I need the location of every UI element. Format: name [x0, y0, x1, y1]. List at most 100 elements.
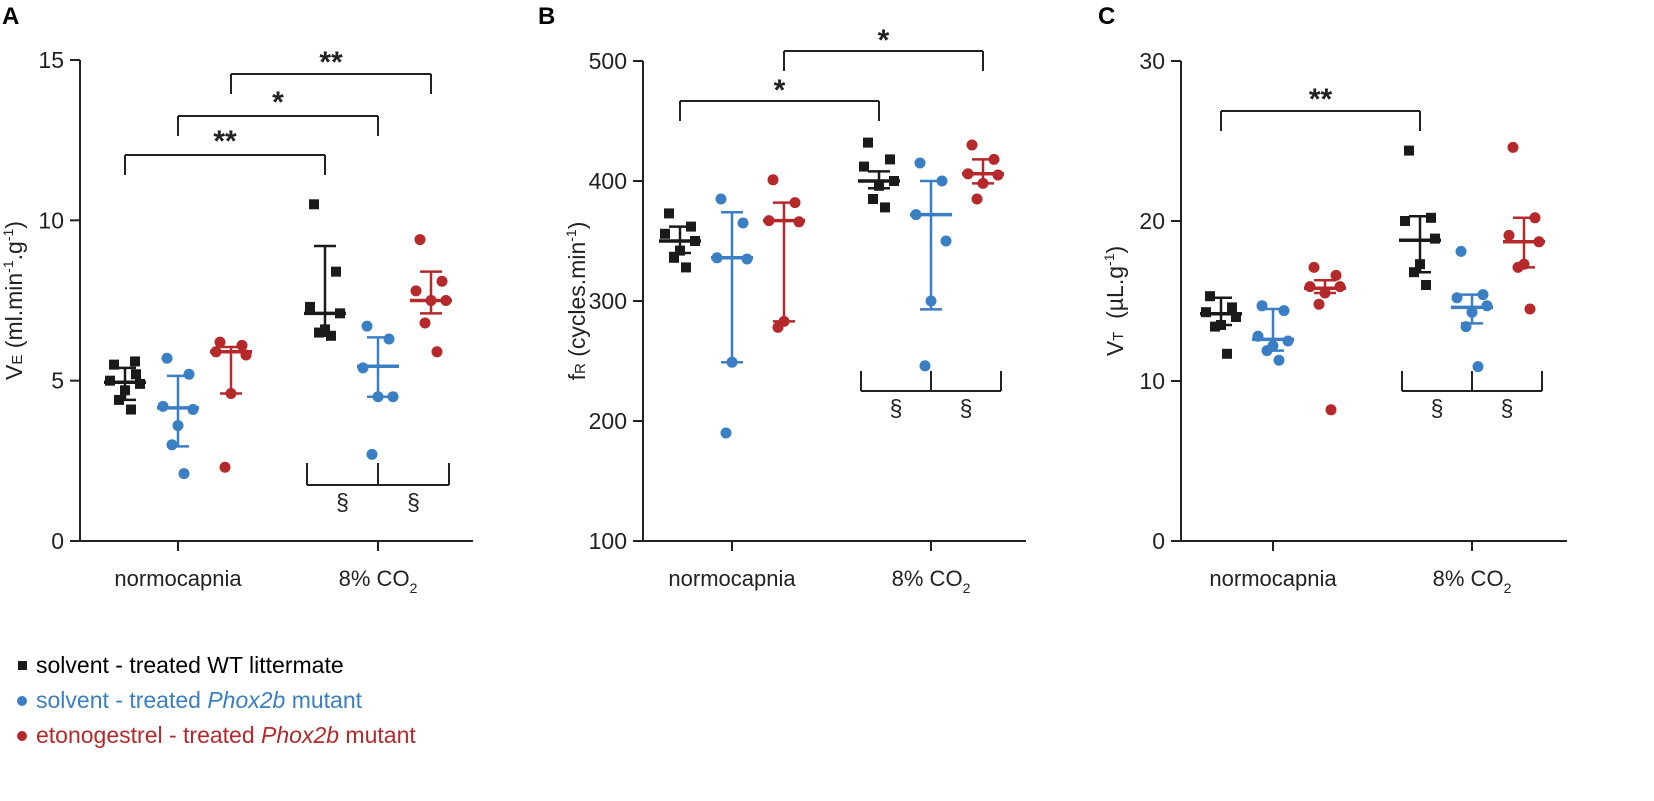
data-point-dot: [988, 153, 1000, 165]
panel-c: C 0 10 20 30 normocapnia 8% CO2 VT (µL.g-1) ** §…: [1098, 3, 1567, 596]
data-point-square: [314, 327, 324, 338]
data-point-square: [669, 252, 679, 263]
data-point-square: [335, 308, 345, 319]
data-point-dot: [157, 400, 169, 412]
data-point-dot: [940, 235, 952, 247]
data-point-dot: [172, 420, 184, 432]
data-point-dot: [977, 177, 989, 189]
data-point-dot: [410, 285, 422, 297]
data-point-dot: [1304, 281, 1316, 293]
data-point-dot: [1472, 361, 1484, 373]
data-point-dot: [187, 404, 199, 416]
data-point-dot: [431, 346, 443, 358]
data-point-dot: [914, 157, 926, 169]
significance-label: **: [1309, 83, 1333, 116]
data-point-dot: [936, 175, 948, 187]
data-point-dot: [741, 253, 753, 265]
data-point-dot: [1308, 261, 1320, 273]
data-point-square: [686, 221, 696, 232]
significance-label: *: [878, 24, 890, 57]
data-point-square: [681, 262, 691, 273]
data-point-dot: [1507, 141, 1519, 153]
data-point-square: [675, 245, 685, 256]
data-point-square: [885, 154, 895, 165]
data-point-square: [109, 359, 119, 370]
data-point-dot: [1252, 330, 1264, 342]
data-point-dot: [361, 320, 373, 332]
legend-label-etono-prefix: etonogestrel - treated: [36, 722, 262, 748]
data-point-dot: [225, 387, 237, 399]
data-point-dot: [966, 139, 978, 151]
y-tick-label: 30: [1139, 48, 1165, 74]
data-point-dot: [1319, 287, 1331, 299]
legend-item-wt: solvent - treated WT littermate: [8, 648, 416, 683]
y-tick-label: 400: [589, 168, 627, 194]
data-point-square: [660, 228, 670, 239]
data-point-dot: [1261, 345, 1273, 357]
data-point-square: [1430, 233, 1440, 244]
data-point-square: [1415, 259, 1425, 270]
data-point-square: [1231, 312, 1241, 322]
data-point-dot: [1503, 229, 1515, 241]
data-point-square: [1227, 302, 1237, 313]
x-tick-label: 8% CO2: [339, 566, 418, 596]
data-point-square: [859, 161, 869, 172]
data-point-square: [874, 180, 884, 191]
y-tick-label: 10: [1139, 368, 1165, 394]
legend: solvent - treated WT littermate solvent …: [8, 648, 416, 753]
y-tick-label: 500: [589, 48, 627, 74]
data-point-dot: [366, 448, 378, 460]
data-point-dot: [737, 217, 749, 229]
section-mark: §: [1501, 395, 1514, 421]
data-point-dot: [183, 368, 195, 380]
y-tick-label: 10: [38, 207, 64, 233]
data-point-dot: [357, 362, 369, 374]
legend-label-mutant-suffix: mutant: [285, 687, 363, 713]
data-point-dot: [789, 197, 801, 209]
panel-a: A 0 5 10 15 normocapnia 8% CO2 VE (ml.min-1.g-…: [0, 3, 473, 596]
x-tick-label: 8% CO2: [892, 566, 971, 596]
data-point-square: [326, 330, 336, 341]
y-tick-label: 300: [589, 288, 627, 314]
data-point-dot: [1330, 269, 1342, 281]
data-point-dot: [971, 193, 983, 205]
data-point-square: [690, 236, 700, 246]
x-tick-label: normocapnia: [668, 566, 796, 591]
x-tick-label: 8% CO2: [1433, 566, 1512, 596]
data-point-square: [1222, 348, 1232, 359]
data-point-dot: [711, 252, 723, 264]
significance-label: *: [774, 74, 786, 107]
data-point-square: [120, 385, 130, 396]
data-point-dot: [1533, 236, 1545, 248]
data-point-dot: [1466, 306, 1478, 318]
data-point-square: [105, 375, 115, 386]
panel-b: B 100 200 300 400 500 normocapnia 8% CO2 fR (cy…: [538, 3, 1026, 596]
significance-label: **: [319, 46, 343, 79]
y-tick-label: 20: [1139, 208, 1165, 234]
section-mark: §: [407, 489, 420, 515]
data-point-dot: [910, 209, 922, 221]
data-point-dot: [178, 468, 190, 480]
data-point-dot: [1524, 303, 1536, 315]
data-point-dot: [1512, 261, 1524, 273]
y-tick-label: 0: [51, 528, 64, 554]
data-point-dot: [1313, 298, 1325, 310]
data-point-dot: [419, 317, 431, 329]
data-point-square: [320, 324, 330, 335]
y-tick-label: 0: [1152, 528, 1165, 554]
data-point-square: [868, 194, 878, 204]
data-point-dot: [436, 275, 448, 287]
data-point-square: [889, 176, 899, 186]
data-point-square: [664, 208, 674, 219]
data-point-dot: [383, 333, 395, 345]
data-point-dot: [236, 339, 248, 351]
data-point-dot: [387, 391, 399, 403]
data-point-square: [1409, 267, 1419, 278]
significance-label: *: [272, 86, 284, 119]
x-tick-label: normocapnia: [114, 566, 242, 591]
data-point-dot: [210, 346, 222, 358]
data-point-dot: [425, 295, 437, 306]
panel-letter-c: C: [1098, 3, 1115, 30]
legend-marker-red-dot: [8, 730, 36, 741]
